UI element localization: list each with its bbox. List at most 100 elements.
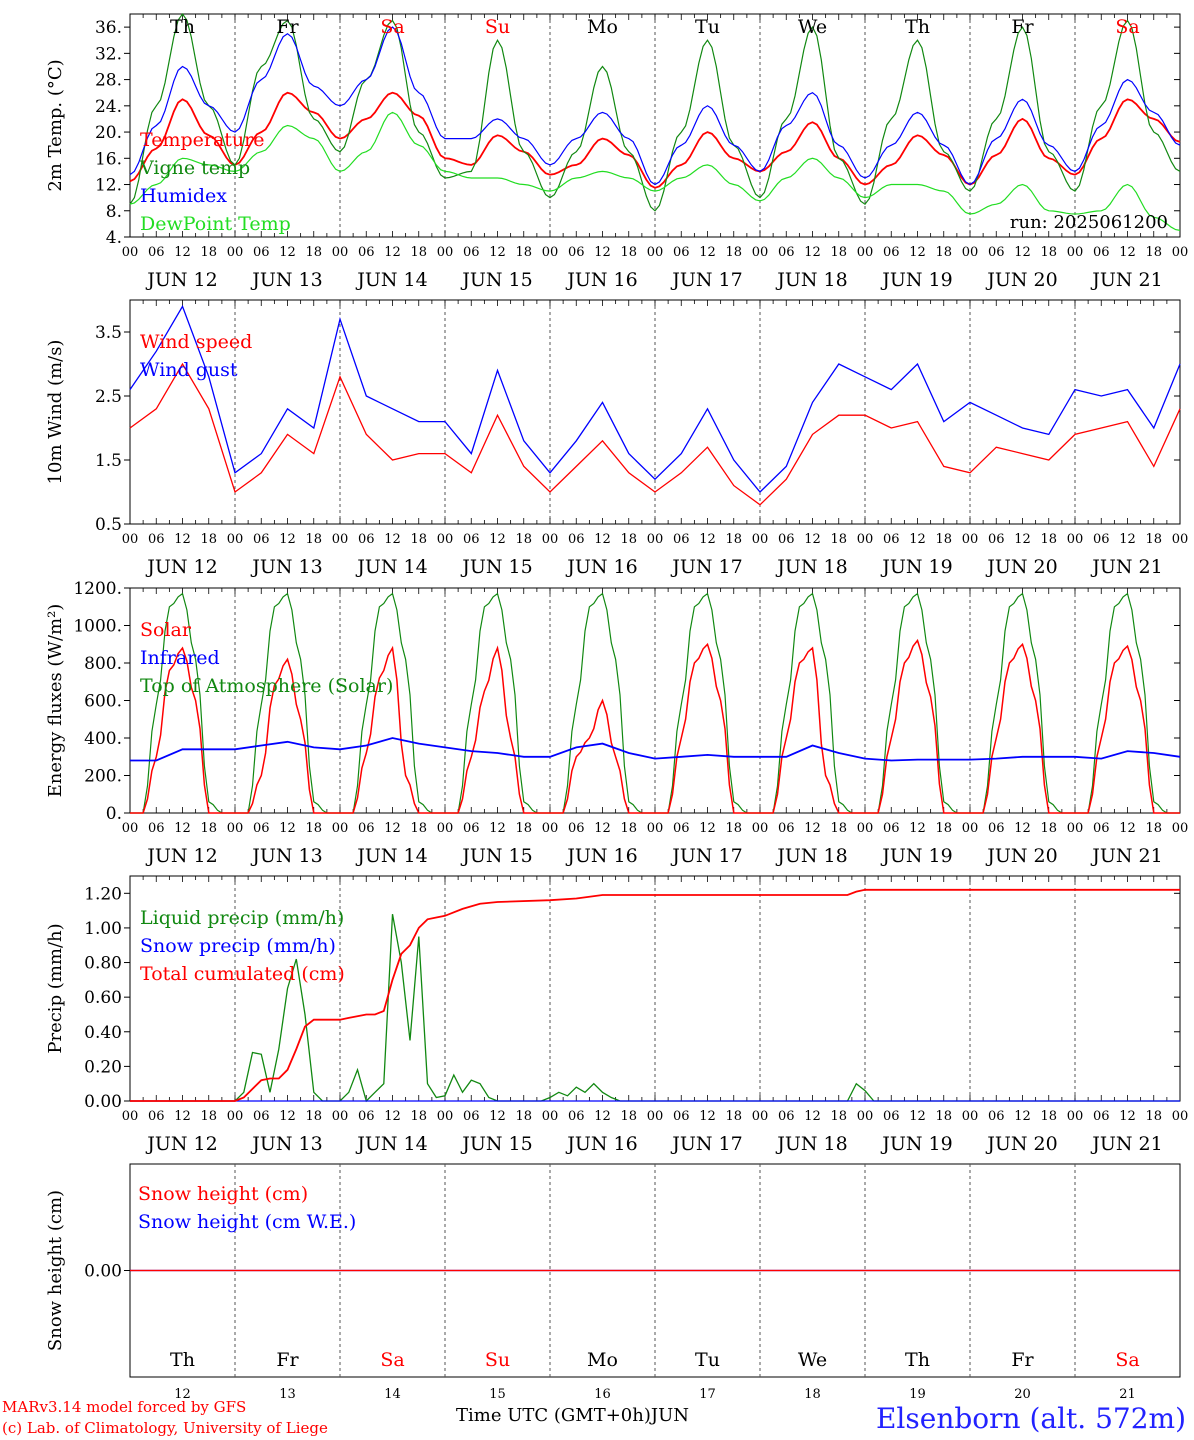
hour-tick-label: 18: [1040, 245, 1057, 260]
date-label: JUN 14: [355, 269, 427, 291]
hour-tick-label: 00: [332, 821, 349, 836]
day-number: 14: [384, 1387, 401, 1402]
y-tick-label: 1.20: [84, 884, 122, 904]
y-tick-label: 4.: [106, 228, 122, 248]
date-label: JUN 21: [1090, 269, 1162, 291]
day-name-top: Tu: [695, 16, 720, 38]
hour-tick-label: 18: [305, 532, 322, 547]
date-label: JUN 17: [670, 1133, 742, 1155]
hour-tick-label: 00: [542, 821, 559, 836]
y-tick-label: 0.00: [84, 1262, 122, 1282]
hour-tick-label: 12: [804, 821, 821, 836]
date-label: JUN 16: [565, 556, 637, 578]
day-name-bottom: Mo: [587, 1349, 618, 1371]
hour-tick-label: 18: [1040, 532, 1057, 547]
hour-tick-label: 00: [437, 1109, 454, 1124]
y-tick-label: 12.: [95, 176, 122, 196]
panel-frame: [129, 299, 1181, 525]
series-line-solar: [130, 638, 1180, 814]
hour-tick-label: 12: [699, 245, 716, 260]
hour-tick-label: 12: [174, 821, 191, 836]
hour-tick-label: 12: [279, 821, 296, 836]
hour-tick-label: 00: [1172, 1109, 1189, 1124]
hour-tick-label: 00: [1067, 821, 1084, 836]
month-label: JUN: [650, 1405, 690, 1426]
series-line-temperature: [129, 91, 1181, 189]
series-line-vigne-temp: [129, 12, 1181, 212]
hour-tick-label: 12: [699, 821, 716, 836]
hour-tick-label: 06: [463, 245, 480, 260]
date-label: JUN 18: [775, 269, 847, 291]
hour-tick-label: 12: [489, 821, 506, 836]
hour-tick-label: 00: [122, 821, 139, 836]
hour-tick-label: 00: [122, 1109, 139, 1124]
day-number: 20: [1014, 1387, 1031, 1402]
day-name-bottom: Fr: [276, 1349, 299, 1371]
hour-tick-label: 12: [804, 245, 821, 260]
series-line-infrared: [130, 737, 1181, 762]
date-label: JUN 13: [250, 1133, 322, 1155]
hour-tick-label: 12: [279, 245, 296, 260]
hour-tick-label: 18: [305, 245, 322, 260]
hour-tick-label: 12: [384, 821, 401, 836]
date-label: JUN 16: [565, 269, 637, 291]
hour-tick-label: 06: [253, 245, 270, 260]
hour-tick-label: 12: [804, 532, 821, 547]
hour-tick-label: 06: [988, 532, 1005, 547]
y-tick-label: 0.60: [84, 988, 122, 1008]
hour-tick-label: 12: [909, 1109, 926, 1124]
hour-tick-label: 06: [253, 532, 270, 547]
hour-tick-label: 06: [778, 821, 795, 836]
hour-tick-label: 18: [935, 245, 952, 260]
date-label: JUN 14: [355, 845, 427, 867]
date-label: JUN 15: [460, 845, 532, 867]
hour-tick-label: 00: [332, 532, 349, 547]
series-line-dewpoint-temp: [129, 111, 1181, 231]
hour-tick-label: 06: [673, 821, 690, 836]
hour-tick-label: 00: [752, 1109, 769, 1124]
hour-tick-label: 18: [305, 1109, 322, 1124]
hour-tick-label: 18: [410, 245, 427, 260]
hour-tick-label: 00: [227, 532, 244, 547]
hour-tick-label: 00: [437, 532, 454, 547]
hour-tick-label: 18: [410, 532, 427, 547]
y-axis-title: 2m Temp. (°C): [45, 59, 66, 191]
hour-tick-label: 18: [1145, 821, 1162, 836]
hour-tick-label: 18: [830, 1109, 847, 1124]
date-label: JUN 20: [985, 269, 1057, 291]
date-label: JUN 21: [1090, 1133, 1162, 1155]
date-label: JUN 13: [250, 556, 322, 578]
time-axis-title: Time UTC (GMT+0h): [456, 1405, 651, 1426]
hour-tick-label: 12: [174, 1109, 191, 1124]
date-label: JUN 15: [460, 556, 532, 578]
hour-tick-label: 00: [857, 821, 874, 836]
hour-tick-label: 12: [1119, 821, 1136, 836]
day-number: 15: [489, 1387, 506, 1402]
hour-tick-label: 12: [1119, 245, 1136, 260]
date-label: JUN 19: [880, 845, 952, 867]
y-tick-label: 200.: [84, 767, 122, 787]
hour-tick-label: 18: [935, 532, 952, 547]
hour-tick-label: 00: [752, 532, 769, 547]
hour-tick-label: 00: [542, 532, 559, 547]
day-number: 19: [909, 1387, 926, 1402]
hour-tick-label: 18: [200, 821, 217, 836]
date-label: JUN 13: [250, 845, 322, 867]
date-label: JUN 12: [145, 1133, 217, 1155]
hour-tick-label: 12: [489, 245, 506, 260]
hour-tick-label: 00: [857, 532, 874, 547]
day-name-top: Sa: [380, 16, 404, 38]
day-name-top: Th: [170, 16, 195, 38]
hour-tick-label: 12: [1014, 245, 1031, 260]
hour-tick-label: 12: [1119, 1109, 1136, 1124]
series-line-wind-gust: [129, 304, 1181, 493]
date-label: JUN 20: [985, 845, 1057, 867]
hour-tick-label: 00: [122, 532, 139, 547]
hour-tick-label: 12: [384, 1109, 401, 1124]
hour-tick-label: 18: [1145, 1109, 1162, 1124]
day-name-bottom: Sa: [1115, 1349, 1139, 1371]
hour-tick-label: 00: [1172, 245, 1189, 260]
hour-tick-label: 06: [988, 821, 1005, 836]
hour-tick-label: 18: [1040, 821, 1057, 836]
day-name-bottom: Fr: [1011, 1349, 1034, 1371]
